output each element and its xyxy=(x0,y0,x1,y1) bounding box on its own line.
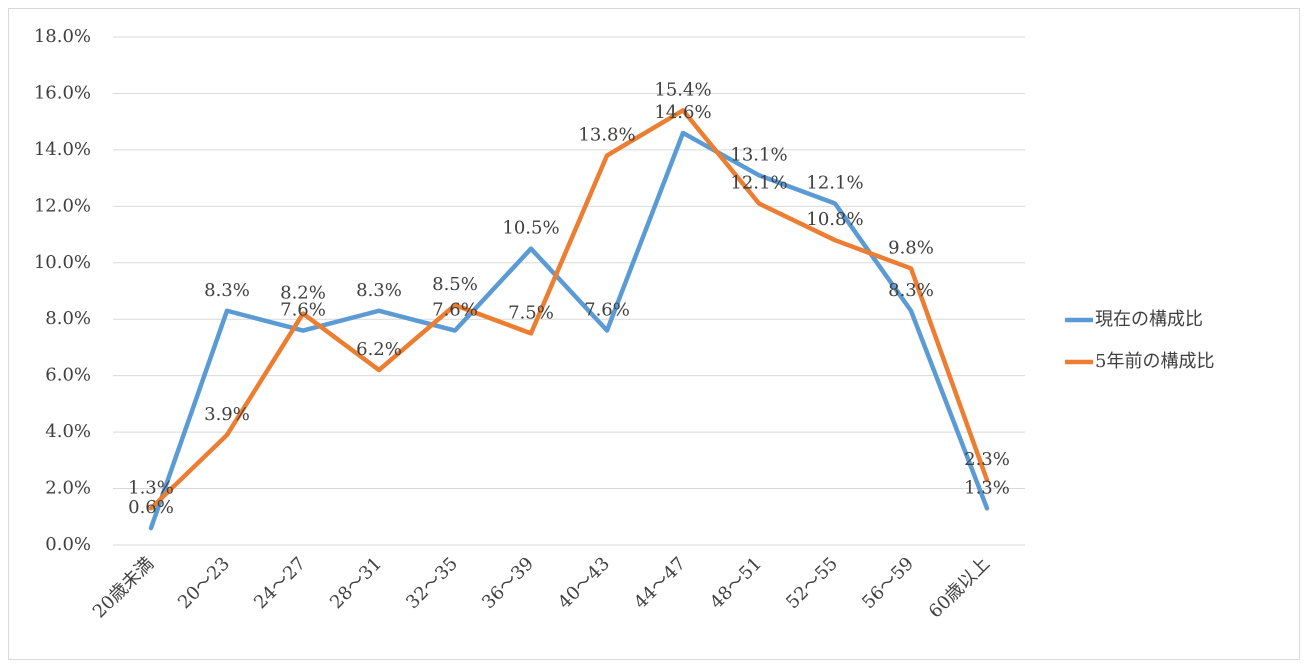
data-label: 8.2% xyxy=(280,283,326,304)
data-label: 10.8% xyxy=(806,209,863,230)
y-tick-label: 16.0% xyxy=(34,82,91,103)
data-label: 7.6% xyxy=(584,300,630,321)
series-line xyxy=(148,108,990,511)
data-label: 9.8% xyxy=(888,237,934,258)
data-label: 3.9% xyxy=(204,404,250,425)
y-tick-label: 8.0% xyxy=(45,308,91,329)
data-label: 6.2% xyxy=(356,339,402,360)
data-label: 8.5% xyxy=(432,274,478,295)
y-tick-label: 12.0% xyxy=(34,195,91,216)
legend-label: 5年前の構成比 xyxy=(1095,351,1214,372)
data-label: 14.6% xyxy=(654,102,711,123)
y-tick-label: 6.0% xyxy=(45,365,91,386)
data-label: 10.5% xyxy=(502,218,559,239)
data-label: 8.3% xyxy=(356,280,402,301)
legend-label: 現在の構成比 xyxy=(1095,309,1203,330)
y-tick-label: 2.0% xyxy=(45,478,91,499)
chart-border xyxy=(8,8,1300,660)
data-label: 13.8% xyxy=(578,125,635,146)
y-tick-label: 14.0% xyxy=(34,139,91,160)
data-label: 8.3% xyxy=(888,280,934,301)
data-label: 15.4% xyxy=(654,79,711,100)
y-tick-label: 10.0% xyxy=(34,252,91,273)
data-label: 1.3% xyxy=(964,477,1010,498)
data-label: 13.1% xyxy=(730,144,787,165)
data-label: 7.6% xyxy=(280,300,326,321)
data-label: 0.6% xyxy=(128,497,174,518)
data-label: 1.3% xyxy=(128,477,174,498)
y-tick-label: 4.0% xyxy=(45,421,91,442)
data-label: 7.6% xyxy=(432,300,478,321)
data-label: 8.3% xyxy=(204,280,250,301)
data-label: 2.3% xyxy=(964,449,1010,470)
data-label: 12.1% xyxy=(730,173,787,194)
y-tick-label: 0.0% xyxy=(45,534,91,555)
data-label: 7.5% xyxy=(508,302,554,323)
data-label: 12.1% xyxy=(806,173,863,194)
series-line xyxy=(148,130,990,531)
y-tick-label: 18.0% xyxy=(34,26,91,47)
